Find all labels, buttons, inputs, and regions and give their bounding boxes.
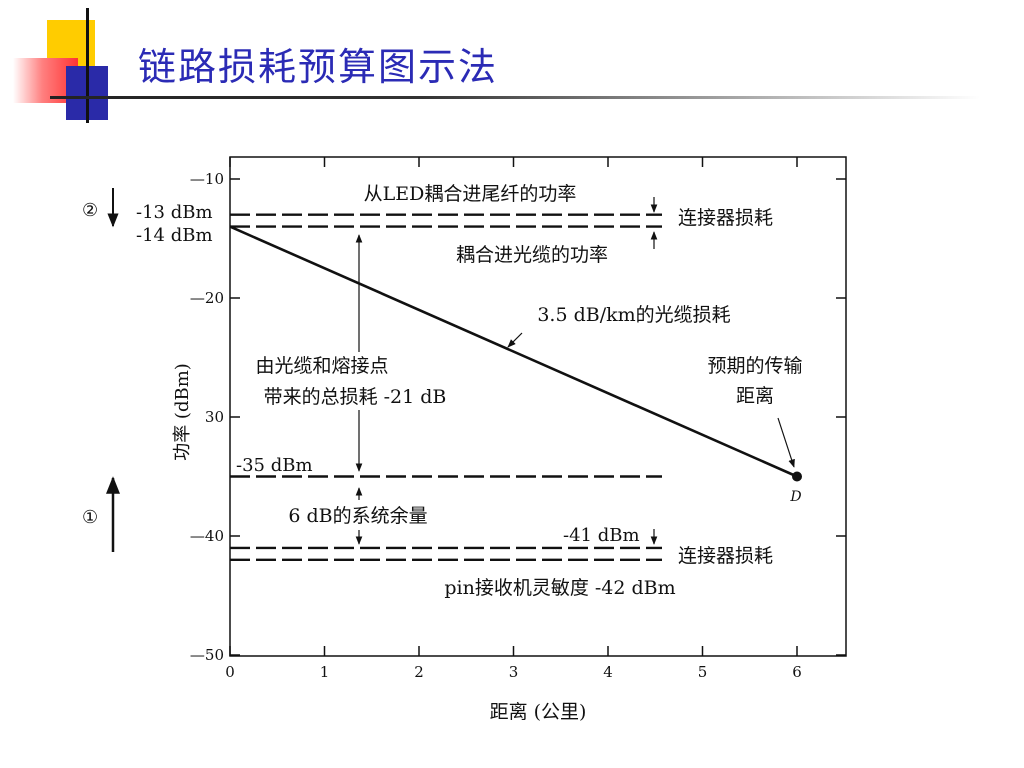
- x-tick-label: 1: [320, 663, 330, 681]
- level-13-label: -13 dBm: [136, 202, 213, 223]
- expected-distance-pointer-arrow: [777, 417, 795, 468]
- total-loss-label-line1: 由光缆和熔接点: [255, 355, 388, 377]
- led-power-label: 从LED耦合进尾纤的功率: [364, 183, 577, 205]
- x-tick-label: 6: [792, 663, 802, 681]
- connector-loss-bottom-label: 连接器损耗: [678, 545, 773, 567]
- expected-distance-label-line2: 距离: [736, 385, 774, 407]
- y-tick-label: —40: [190, 527, 224, 545]
- y-axis-title: 功率 (dBm): [172, 363, 193, 461]
- connector-loss-top-label: 连接器损耗: [678, 207, 773, 229]
- total-loss-label-line2: 带来的总损耗 -21 dB: [264, 386, 447, 408]
- end-point-marker: [792, 471, 802, 482]
- y-tick-label: —20: [190, 289, 224, 307]
- x-tick-label: 5: [698, 663, 708, 681]
- expected-distance-label-line1: 预期的传输: [707, 355, 802, 377]
- system-margin-label: 6 dB的系统余量: [288, 505, 427, 527]
- x-tick-label: 4: [603, 663, 613, 681]
- decor-title-underline: [50, 96, 980, 99]
- power-levels: [230, 213, 662, 561]
- plot-frame: [229, 156, 847, 657]
- x-axis-title: 距离 (公里): [490, 701, 587, 723]
- x-tick-label: 0: [225, 663, 235, 681]
- end-point-label: D: [789, 489, 801, 505]
- cable-loss-label: 3.5 dB/km的光缆损耗: [537, 304, 730, 326]
- slide-title: 链路损耗预算图示法: [138, 45, 499, 89]
- sensitivity-label: pin接收机灵敏度 -42 dBm: [444, 577, 675, 599]
- y-tick-label: —10: [190, 170, 224, 188]
- cable-power-label: 耦合进光缆的功率: [456, 244, 608, 266]
- y-tick-label: 30: [205, 408, 224, 426]
- marker-2: ②: [82, 200, 98, 221]
- cable-loss-pointer-arrow: [507, 332, 523, 348]
- x-tick-label: 3: [509, 663, 519, 681]
- x-tick-label: 2: [414, 663, 424, 681]
- axis-ticks: —10 —20 30 —40 —500 1 2 3 4 5 6: [190, 157, 846, 681]
- loss-series-line: [229, 225, 798, 478]
- level-14-label: -14 dBm: [136, 225, 213, 246]
- level-35-label: -35 dBm: [236, 455, 313, 476]
- loss-series: [229, 225, 802, 482]
- y-tick-label: —50: [190, 646, 224, 664]
- marker-1: ①: [82, 507, 98, 528]
- decor-vertical-line: [86, 8, 89, 123]
- level-41-label: -41 dBm: [563, 525, 640, 546]
